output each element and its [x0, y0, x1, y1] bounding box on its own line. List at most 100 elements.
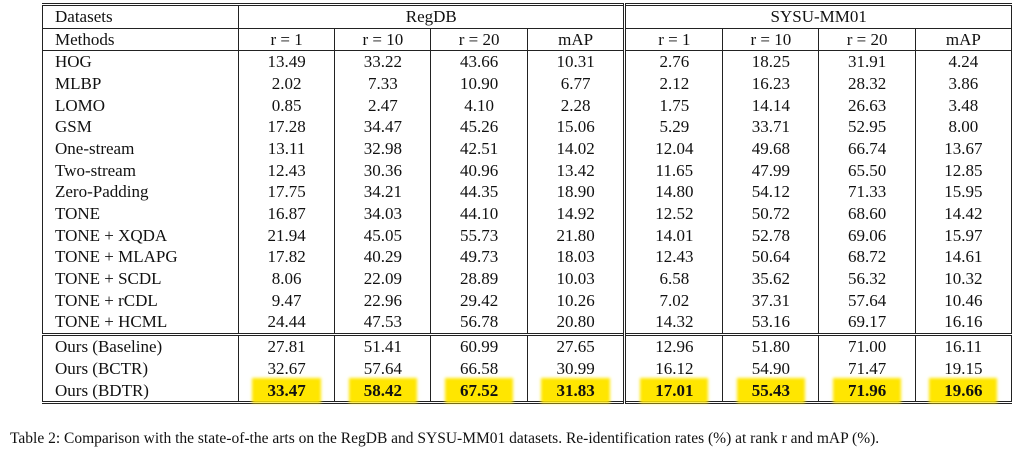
table-cell: 28.32 [818, 73, 916, 95]
cell-text: Zero-Padding [55, 182, 149, 202]
cell-text: r = 10 [362, 29, 404, 49]
table-cell: 20.80 [526, 311, 627, 335]
cell-text: 18.03 [556, 247, 595, 267]
table-cell: 54.12 [722, 181, 820, 204]
cell-text: 13.49 [267, 52, 306, 72]
table-cell: 16.11 [914, 333, 1013, 358]
cell-text: 33.47 [255, 380, 318, 400]
cell-text: 17.28 [267, 117, 306, 137]
cell-text: 17.75 [267, 182, 306, 202]
cell-text: 69.06 [847, 225, 887, 245]
table-cell: 2.12 [624, 73, 724, 95]
table-cell: Zero-Padding [42, 181, 239, 204]
cell-text: 47.53 [363, 312, 402, 332]
table-cell: 1.75 [624, 94, 724, 117]
table-cell: 55.73 [430, 224, 528, 247]
table-cell: 26.63 [818, 94, 916, 117]
cell-text: 45.26 [459, 117, 499, 137]
cell-text: 11.65 [655, 160, 694, 180]
table-cell: 13.67 [914, 138, 1013, 160]
cell-text: 49.68 [751, 138, 790, 158]
table-cell: 40.29 [334, 246, 432, 269]
cell-text: MLBP [55, 73, 102, 93]
table-row: TONE + rCDL 9.47 22.96 29.42 10.26 7.02 37.31 5… [42, 289, 1013, 312]
cell-text: 14.80 [655, 182, 694, 202]
cell-text: TONE + SCDL [55, 269, 162, 289]
cell-text: 4.10 [464, 95, 494, 115]
cell-text: 10.03 [556, 269, 595, 289]
table-cell: 34.47 [334, 116, 432, 139]
cell-text: 19.15 [944, 358, 983, 378]
cell-text: 32.98 [363, 138, 402, 158]
caption: Table 2: Comparison with the state-of-th… [10, 430, 880, 447]
table-cell: 71.00 [818, 333, 916, 358]
table-row: TONE + MLAPG 17.82 40.29 49.73 18.03 12.43 50.… [42, 246, 1013, 269]
table-cell: TONE + XQDA [42, 224, 239, 247]
table-cell: Two-stream [42, 159, 239, 182]
table-row: HOG 13.49 33.22 43.66 10.31 2.76 18.25 31.91 4.2… [42, 50, 1013, 74]
cell-text: 8.06 [271, 269, 302, 289]
cell-text: 26.63 [847, 95, 887, 115]
table-row: Zero-Padding 17.75 34.21 44.35 18.90 14.80 54.… [42, 181, 1013, 204]
table-cell: 15.97 [914, 224, 1013, 247]
cell-text: 40.96 [459, 160, 499, 180]
cell-text: 7.33 [367, 73, 398, 93]
cell-text: 34.03 [363, 204, 402, 224]
table-cell: 17.75 [237, 181, 336, 204]
table-cell: 51.80 [722, 333, 820, 358]
table-cell: 15.95 [914, 181, 1013, 204]
cell-text: 2.12 [659, 73, 690, 93]
cell-text: RegDB [405, 6, 457, 26]
cell-text: 51.41 [363, 337, 402, 357]
cell-text: 12.96 [655, 337, 694, 357]
table-cell: 32.67 [237, 358, 336, 380]
table-cell: 43.66 [430, 50, 528, 74]
table-cell: 12.43 [237, 159, 336, 182]
table-cell: 12.85 [914, 159, 1013, 182]
table-cell: 49.73 [430, 246, 528, 269]
table-cell: 12.43 [624, 246, 724, 269]
cell-text: 30.36 [363, 160, 402, 180]
cell-text: 12.85 [944, 160, 983, 180]
table-cell: 34.21 [334, 181, 432, 204]
table-cell: 71.47 [818, 358, 916, 380]
table-cell: 5.29 [624, 116, 724, 139]
cell-text: 12.52 [655, 204, 694, 224]
table-cell: Methods [42, 28, 239, 52]
table-cell: TONE + HCML [42, 311, 239, 335]
table-cell: 42.51 [430, 138, 528, 160]
table-cell: 10.90 [430, 73, 528, 95]
table-cell: RegDB [237, 4, 627, 29]
cell-text: 22.09 [363, 269, 402, 289]
table-cell: 45.05 [334, 224, 432, 247]
cell-text: 47.99 [751, 160, 790, 180]
cell-text: 67.52 [447, 380, 511, 400]
cell-text: TONE + XQDA [55, 225, 168, 245]
table-cell: SYSU-MM01 [624, 4, 1012, 29]
table-cell: 4.10 [430, 94, 528, 117]
table-cell: 17.01 [624, 379, 724, 403]
cell-text: 14.02 [556, 138, 595, 158]
cell-text: 18.25 [751, 52, 790, 72]
table-cell: 16.16 [914, 311, 1013, 335]
table-row: Ours (BDTR) 33.47 58.42 67.52 31.83 17.01 55.4… [42, 379, 1013, 403]
table-cell: 40.96 [430, 159, 528, 182]
cell-text: 6.58 [659, 269, 690, 289]
cell-text: SYSU-MM01 [770, 6, 867, 26]
table-cell: 33.22 [334, 50, 432, 74]
table-cell: 30.36 [334, 159, 432, 182]
table-cell: 12.04 [624, 138, 724, 160]
table-cell: 14.42 [914, 203, 1013, 225]
cell-text: 21.80 [556, 225, 595, 245]
table-cell: 67.52 [430, 379, 528, 403]
cell-text: 71.00 [847, 337, 887, 357]
table-row: Two-stream 12.43 30.36 40.96 13.42 11.65 47.99… [42, 159, 1013, 182]
cell-text: 13.11 [267, 138, 306, 158]
cell-text: 19.66 [932, 380, 995, 400]
table-cell: TONE + SCDL [42, 268, 239, 290]
cell-text: 29.42 [459, 290, 499, 310]
cell-text: LOMO [55, 95, 106, 115]
table-cell: 11.65 [624, 159, 724, 182]
cell-text: 16.87 [267, 204, 306, 224]
